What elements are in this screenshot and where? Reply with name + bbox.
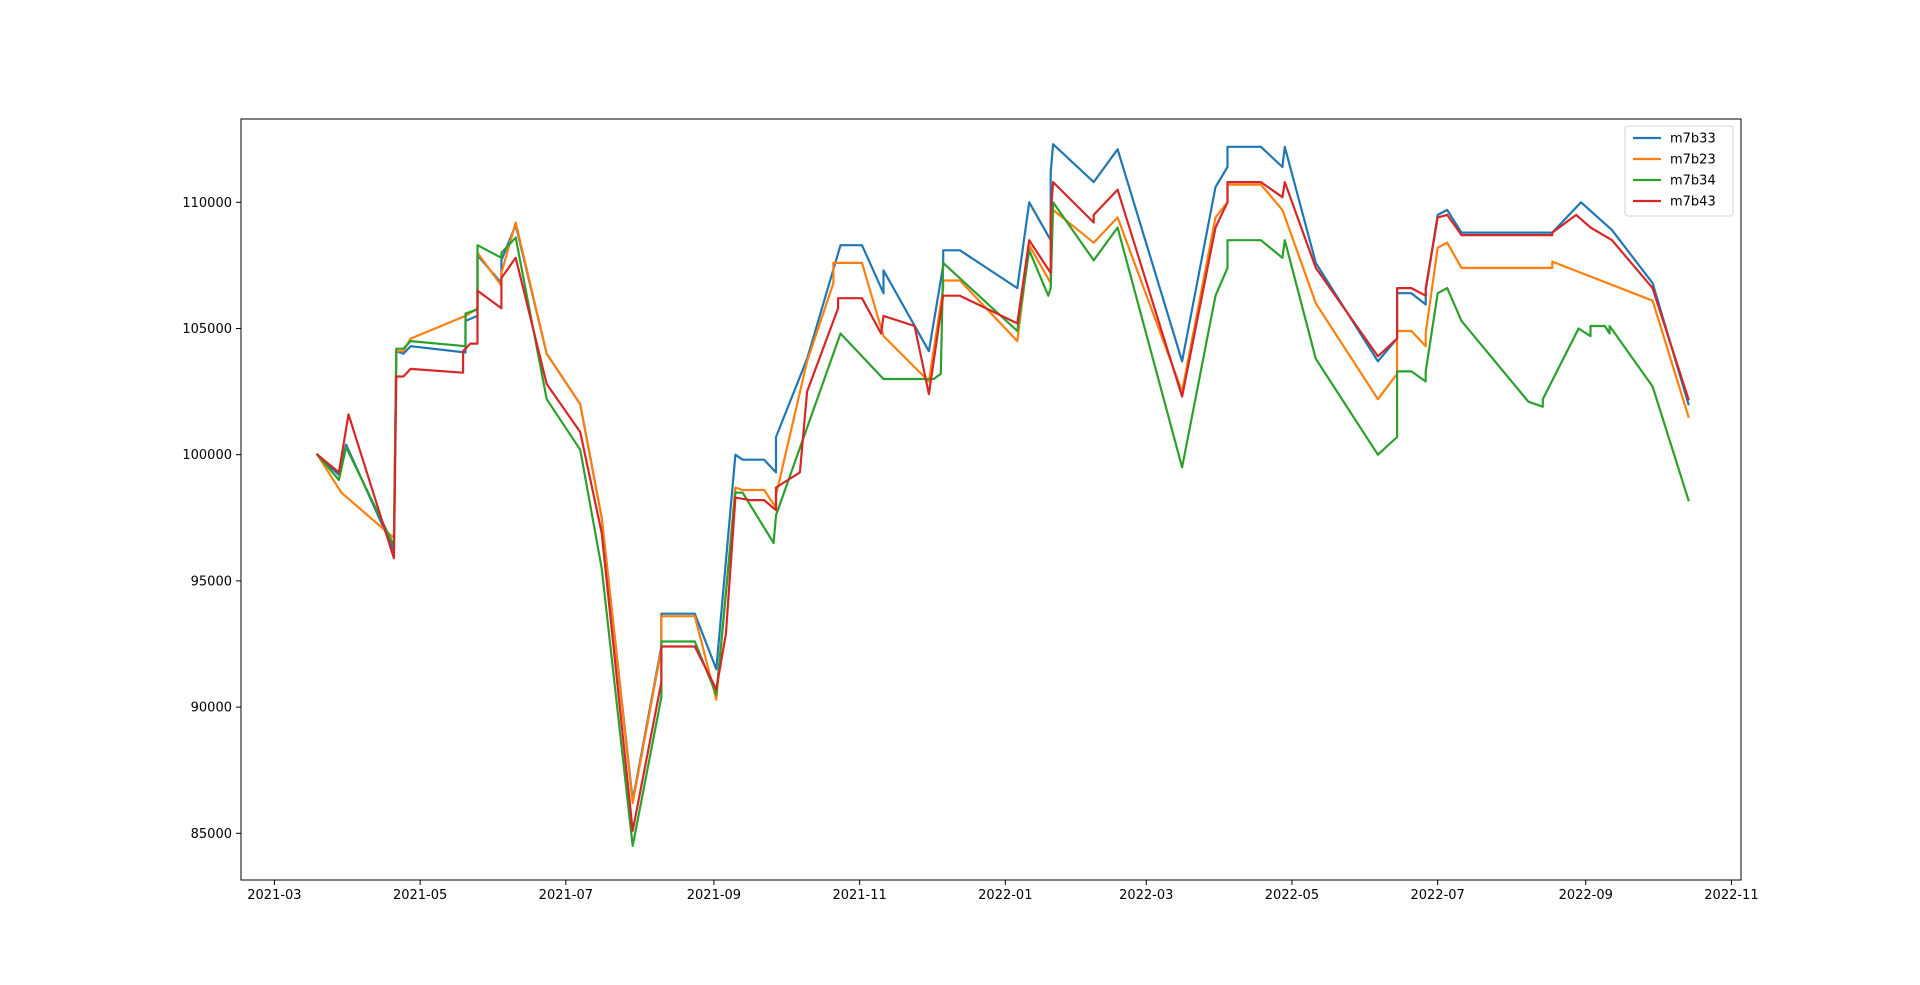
legend-label-m7b34: m7b34 [1670, 174, 1716, 189]
y-tick-label: 110000 [182, 196, 232, 211]
x-tick-label: 2022-05 [1265, 888, 1319, 903]
legend-label-m7b43: m7b43 [1670, 195, 1716, 210]
x-tick-label: 2021-07 [539, 888, 593, 903]
x-tick-label: 2021-05 [393, 888, 447, 903]
x-tick-label: 2022-03 [1119, 888, 1173, 903]
legend-label-m7b33: m7b33 [1670, 132, 1716, 147]
legend-label-m7b23: m7b23 [1670, 153, 1716, 168]
y-axis-ticks: 85000 90000 95000 100000 105000 110000 [182, 196, 241, 842]
legend: m7b33 m7b23 m7b34 m7b43 [1624, 125, 1734, 217]
y-tick-label: 90000 [191, 701, 232, 716]
x-tick-label: 2021-11 [832, 888, 886, 903]
legend-box [1624, 125, 1734, 217]
x-tick-label: 2021-09 [687, 888, 741, 903]
y-tick-label: 105000 [182, 322, 232, 337]
series-line-m7b43 [315, 181, 1690, 832]
axes-frame [240, 118, 1742, 881]
y-tick-label: 95000 [191, 574, 232, 589]
y-tick-label: 85000 [191, 827, 232, 842]
x-tick-label: 2022-07 [1410, 888, 1464, 903]
series-line-m7b34 [315, 201, 1690, 848]
x-tick-label: 2021-03 [247, 888, 301, 903]
y-tick-label: 100000 [182, 448, 232, 463]
x-tick-label: 2022-09 [1559, 888, 1613, 903]
x-tick-label: 2022-11 [1704, 888, 1758, 903]
x-tick-label: 2022-01 [978, 888, 1032, 903]
x-axis-ticks: 2021-03 2021-05 2021-07 2021-09 2021-11 2022-… [247, 880, 1759, 903]
series-line-m7b33 [315, 143, 1690, 802]
plot-lines [315, 143, 1690, 848]
